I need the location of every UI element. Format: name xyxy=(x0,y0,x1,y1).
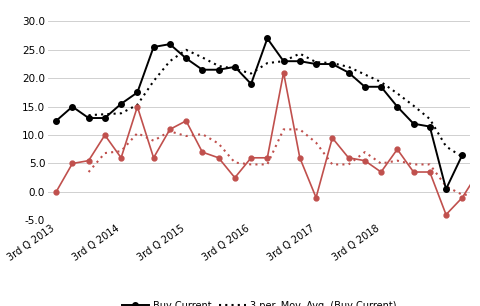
Legend: Buy Current, Buy Future, 3 per. Mov. Avg. (Buy Current), 3 per. Mov. Avg. (Buy F: Buy Current, Buy Future, 3 per. Mov. Avg… xyxy=(121,301,397,306)
